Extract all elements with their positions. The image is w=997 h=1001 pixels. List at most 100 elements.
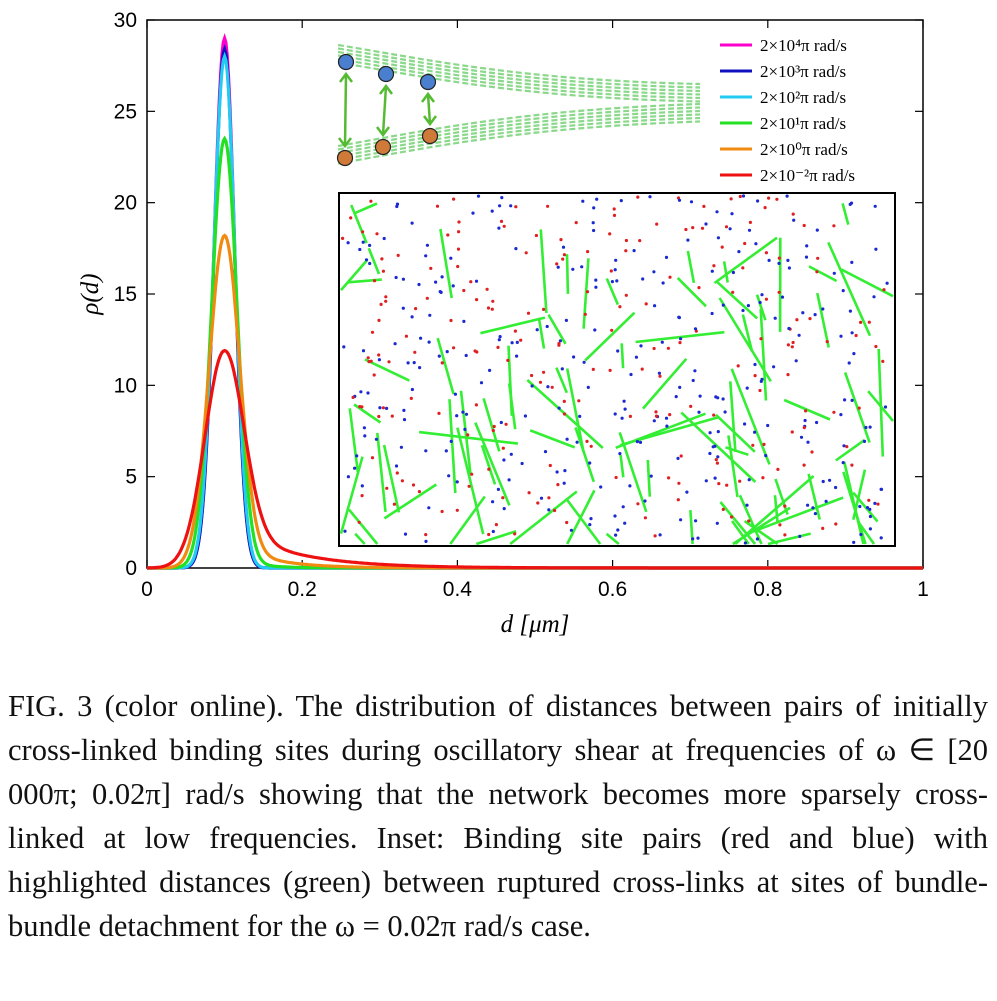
binding-site-blue-dot	[471, 211, 475, 215]
binding-site-red-dot	[832, 224, 836, 228]
binding-site-blue-dot	[402, 418, 407, 422]
binding-site-red-dot	[501, 446, 505, 450]
binding-site-blue-dot	[759, 379, 763, 383]
binding-site-blue-dot	[589, 517, 593, 521]
binding-site-red-dot	[857, 406, 861, 410]
binding-site-red-dot	[577, 399, 581, 403]
binding-site-blue-dot	[455, 480, 459, 484]
binding-site-red-dot	[653, 534, 657, 538]
binding-site-blue-dot	[804, 255, 809, 259]
ruptured-link-distance	[529, 429, 576, 449]
ruptured-link-distance	[367, 247, 381, 275]
binding-site-blue-dot	[523, 414, 528, 418]
binding-site-blue-dot	[691, 378, 695, 383]
binding-site-blue-dot	[858, 504, 862, 509]
binding-site-red-dot	[825, 340, 829, 344]
binding-site-blue-dot	[449, 256, 453, 260]
binding-site-red-dot	[691, 226, 695, 230]
arrow-head	[423, 115, 437, 127]
binding-site-blue-dot	[569, 528, 574, 532]
binding-site-red-dot	[738, 479, 742, 483]
legend-label: 2×10³π rad/s	[760, 62, 846, 81]
binding-site-red	[336, 149, 354, 167]
binding-site-blue-dot	[514, 247, 518, 251]
binding-site-blue-dot	[395, 202, 400, 206]
binding-site-blue-dot	[440, 275, 444, 279]
binding-site-red-dot	[778, 523, 782, 527]
binding-site-blue-dot	[355, 454, 359, 458]
y-tick-label: 25	[114, 100, 137, 123]
binding-site-blue-dot	[868, 527, 873, 531]
binding-site-blue-dot	[677, 198, 682, 202]
binding-site-blue-dot	[741, 308, 745, 313]
binding-site-blue-dot	[843, 398, 847, 402]
binding-site-red-dot	[417, 490, 421, 494]
binding-site-red-dot	[449, 318, 453, 323]
x-tick-label: 0.4	[443, 578, 473, 601]
binding-site-red-dot	[341, 236, 345, 240]
legend-label: 2×10²π rad/s	[760, 88, 846, 107]
binding-site-blue-dot	[691, 537, 695, 541]
binding-site-blue-dot	[721, 303, 725, 307]
binding-site-red-dot	[494, 523, 498, 527]
binding-site-blue-dot	[545, 324, 549, 329]
binding-site-blue-dot	[515, 340, 519, 344]
binding-site-blue-dot	[745, 386, 749, 390]
binding-site-blue-dot	[353, 466, 357, 470]
binding-site-red-dot	[747, 519, 751, 523]
y-axis-label: ρ(d)	[77, 273, 104, 315]
ruptured-link-distance	[877, 348, 885, 457]
binding-site-blue-dot	[359, 390, 363, 394]
binding-site-red-dot	[456, 264, 460, 269]
legend-label: 2×10⁰π rad/s	[760, 140, 848, 159]
binding-site-red-dot	[776, 467, 780, 471]
binding-site-red-dot	[636, 195, 640, 199]
binding-site-blue-dot	[824, 499, 828, 503]
binding-site-red-dot	[425, 296, 429, 300]
binding-site-red-dot	[786, 343, 791, 347]
binding-site-red-dot	[440, 509, 444, 514]
ruptured-link-distance	[615, 412, 706, 450]
binding-site-blue-dot	[743, 541, 748, 545]
binding-site-blue-dot	[581, 199, 585, 203]
binding-site-red-dot	[562, 253, 567, 257]
binding-site-blue-dot	[564, 318, 569, 322]
binding-site-red-dot	[676, 498, 680, 502]
binding-site-blue-dot	[677, 315, 681, 319]
figure: 0 0.2 0.4 0.6 0.8 1 0 5 10 15 20 25 30 2×10⁴π rad/s 2…	[77, 9, 929, 638]
binding-site-red-dot	[802, 223, 806, 228]
y-tick-label: 10	[114, 374, 137, 397]
binding-site-red-dot	[610, 328, 614, 332]
binding-site-blue-dot	[613, 412, 617, 416]
binding-site-red-dot	[565, 520, 569, 525]
binding-site-blue-dot	[377, 358, 381, 362]
binding-site-blue-dot	[507, 478, 511, 482]
binding-site-red-dot	[667, 476, 671, 480]
binding-site-blue-dot	[628, 484, 632, 488]
binding-site-blue-dot	[629, 372, 633, 377]
ruptured-link-distance	[738, 494, 763, 545]
binding-site-blue-dot	[419, 336, 423, 340]
binding-site-red-dot	[550, 385, 554, 389]
binding-site-blue-dot	[463, 427, 467, 431]
arrow-head	[339, 71, 353, 83]
binding-site-blue-dot	[714, 395, 718, 399]
binding-site-red-dot	[536, 501, 540, 505]
binding-site-blue-dot	[561, 245, 566, 249]
binding-site-red	[421, 127, 439, 145]
binding-site-blue-dot	[425, 243, 429, 247]
binding-site-blue-dot	[787, 266, 792, 270]
binding-site-red-dot	[790, 345, 794, 349]
binding-site-red-dot	[802, 463, 806, 467]
lower-bundle-filament	[337, 113, 701, 158]
binding-site-blue-dot	[806, 503, 810, 507]
binding-site-blue-dot	[868, 514, 873, 519]
binding-site-blue-dot	[393, 342, 397, 346]
binding-site-blue-dot	[588, 523, 592, 527]
binding-site-blue-dot	[772, 365, 776, 369]
binding-site-blue-dot	[498, 204, 502, 208]
binding-site-red-dot	[487, 467, 491, 471]
binding-site-red-dot	[530, 373, 534, 378]
binding-site-blue-dot	[399, 445, 403, 449]
ruptured-link-distance	[843, 371, 871, 443]
